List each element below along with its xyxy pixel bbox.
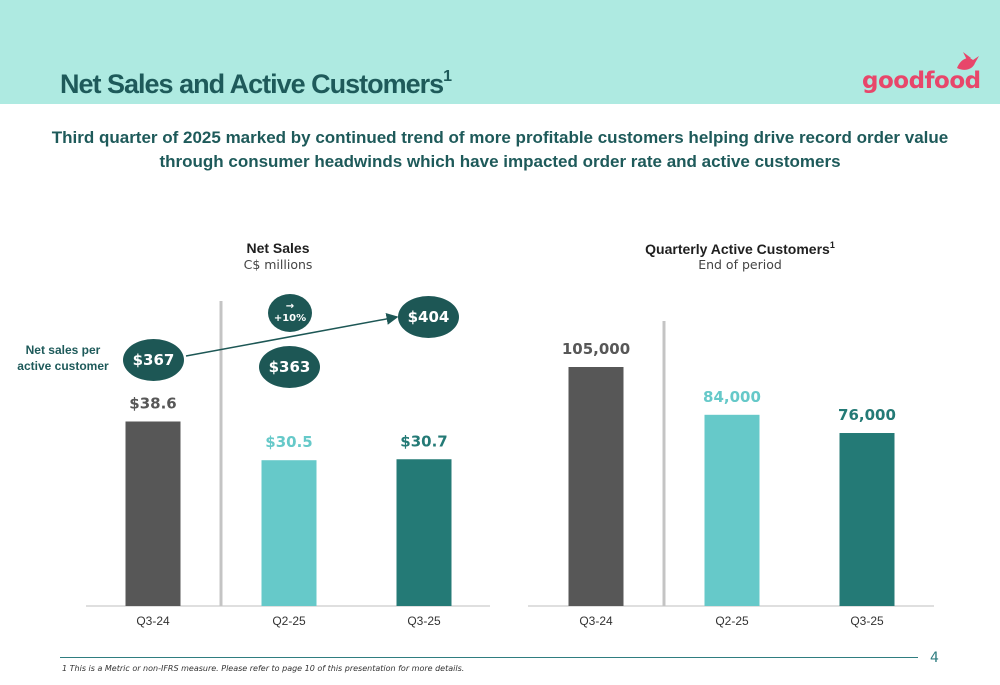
net-sales-data-label: $30.7 [400,432,447,450]
active-customers-data-label: 84,000 [703,388,761,406]
net-sales-bar-q3-25 [396,459,452,606]
active-customers-tick-label: Q3-24 [579,614,613,628]
active-customers-bar-q3-25 [839,433,895,606]
active-customers-bar-q2-25 [704,414,760,606]
logo-wordmark: goodfood [862,68,981,94]
active-customers-data-label: 105,000 [562,340,630,358]
net-sales-per-customer-label: Net sales per active customer [17,343,109,373]
active-customers-data-label: 76,000 [838,406,896,424]
goodfood-logo: goodfood [862,52,982,98]
footnote: 1 This is a Metric or non-IFRS measure. … [62,664,465,673]
net-sales-data-label: $38.6 [129,394,176,412]
growth-value: +10% [273,313,307,324]
slide-subtitle: Third quarter of 2025 marked by continue… [51,128,949,171]
active-customers-tick-label: Q2-25 [715,614,749,628]
bird-icon [957,52,979,70]
net-sales-tick-label: Q3-25 [407,614,441,628]
net-sales-chart-subtitle: C$ millions [243,257,313,272]
net-sales-tick-label: Q2-25 [272,614,306,628]
net-sales-bar-q2-25 [261,460,317,606]
active-customers-chart-subtitle: End of period [698,257,782,272]
active-customers-tick-label: Q3-25 [850,614,884,628]
net-sales-data-label: $30.5 [265,433,312,451]
value-bubble-q2-25: $363 [259,346,320,388]
arrow-right-icon: → [285,301,295,312]
value-bubble-q3-25: $404 [398,296,459,338]
growth-bubble: → +10% [268,294,312,332]
page-title: Net Sales and Active Customers1 [60,68,453,99]
value-bubble-q3-24: $367 [123,339,184,381]
page-number: 4 [930,650,939,666]
net-sales-chart-title: Net Sales [246,240,310,256]
footer-rule [60,657,918,658]
active-customers-bar-q3-24 [568,367,624,606]
net-sales-tick-label: Q3-24 [136,614,170,628]
net-sales-bar-q3-24 [125,421,181,606]
header-band [0,0,1000,104]
active-customers-chart-title: Quarterly Active Customers1 [645,240,835,257]
